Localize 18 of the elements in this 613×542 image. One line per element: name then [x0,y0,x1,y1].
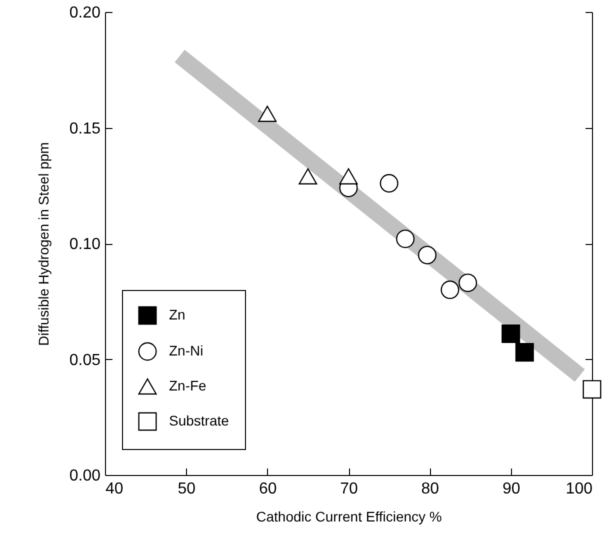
y-axis-title: Diffusible Hydrogen in Steel ppm [35,142,52,346]
legend-label: Zn-Fe [169,378,207,394]
x-tick-label: 90 [502,480,520,498]
x-axis-title: Cathodic Current Efficiency % [256,508,442,524]
legend-label: Substrate [169,412,230,428]
y-tick-label: 0.20 [69,4,101,22]
y-tick-label: 0.05 [69,352,101,369]
legend-label: Zn-Ni [169,342,204,358]
x-tick-label: 100 [566,480,593,498]
x-tick-label: 40 [106,480,124,498]
x-tick-label: 80 [421,480,440,498]
x-tick-label: 70 [340,480,358,498]
x-tick-label: 60 [258,480,277,498]
y-tick-label: 0.00 [69,468,101,484]
x-tick-label: 50 [178,480,196,498]
y-tick-label: 0.15 [69,120,101,138]
y-tick-label: 0.10 [69,236,101,253]
legend-label: Zn [169,306,186,322]
